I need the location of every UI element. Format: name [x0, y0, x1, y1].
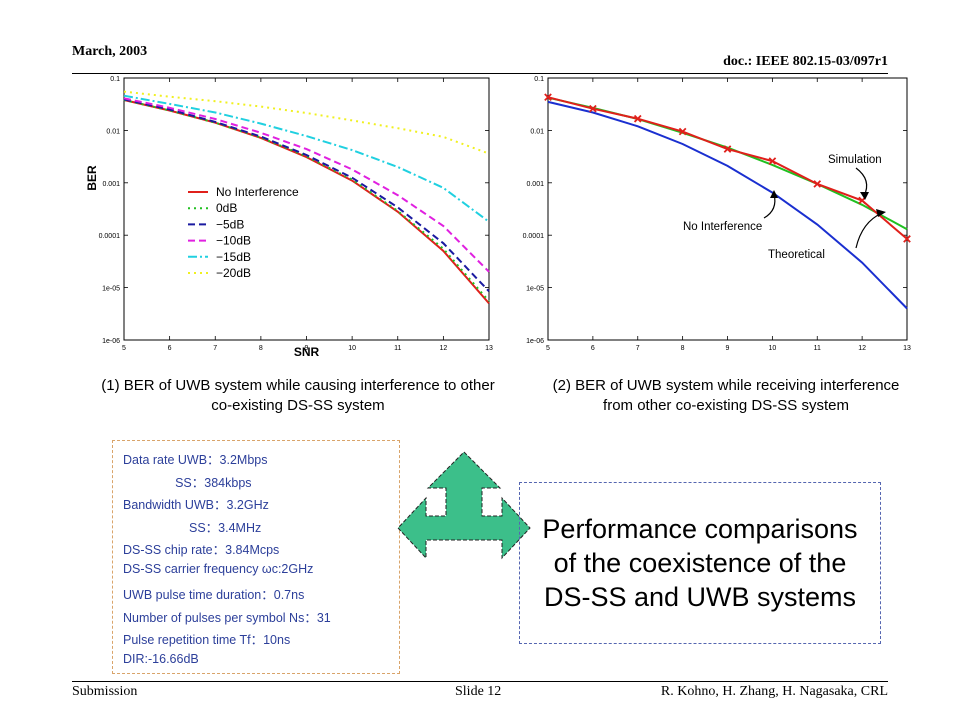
marker-stroke: [813, 180, 822, 188]
x-tick-label: 5: [122, 345, 126, 352]
parameters-box: Data rate UWB：3.2Mbps SS：384kbps Bandwidt…: [112, 440, 400, 674]
marker-stroke: [633, 114, 642, 123]
x-tick-label: 8: [681, 345, 685, 352]
marker-stroke: [589, 104, 597, 113]
param-line: Number of pulses per symbol Ns：31: [123, 610, 331, 625]
param-line: Bandwidth UWB：3.2GHz: [123, 498, 269, 512]
x-axis-label: SNR: [294, 345, 320, 359]
series-line: [123, 99, 490, 305]
series-line: [123, 90, 490, 155]
doc-header: doc.: IEEE 802.15-03/097r1: [723, 54, 888, 69]
y-tick-label: 0.0001: [523, 233, 545, 240]
footer-submission: Submission: [72, 684, 138, 699]
annotation-arrowhead: [770, 190, 778, 198]
legend-label: −20dB: [216, 266, 251, 280]
x-tick-label: 13: [485, 345, 493, 352]
marker-stroke: [768, 157, 777, 165]
x-tick-label: 11: [814, 345, 821, 352]
x-tick-label: 10: [348, 345, 356, 352]
x-tick-label: 12: [439, 345, 447, 352]
caption-left: (1) BER of UWB system while causing inte…: [101, 377, 495, 414]
y-tick-label: 1e-06: [526, 338, 544, 345]
marker-stroke: [723, 145, 732, 153]
annotation-no-interference: No Interference: [683, 221, 762, 233]
legend-label: No Interference: [216, 185, 299, 199]
legend-label: −15dB: [216, 250, 251, 264]
param-line: Pulse repetition time Tf：10ns: [123, 633, 291, 647]
y-tick-label: 0.1: [534, 76, 544, 83]
footer-authors: R. Kohno, H. Zhang, H. Nagasaka, CRL: [660, 684, 888, 699]
data-point-marker: [813, 180, 822, 188]
ber-chart-right: 5 6 7 8 9 10 11 12 13 0.1 0.01 0.001 0.0001 1e-05 1e-0…: [523, 76, 911, 352]
x-tick-label: 13: [903, 345, 911, 352]
y-axis-label: BER: [85, 165, 99, 191]
data-point-marker: [768, 157, 777, 165]
y-tick-label: 0.1: [110, 76, 120, 83]
annotation-arrowhead: [860, 192, 869, 200]
data-point-marker: [589, 104, 597, 113]
data-point-marker: [544, 93, 552, 102]
series-line: [123, 97, 490, 273]
four-way-arrow-icon: [397, 451, 531, 560]
annotation-arrowhead: [876, 209, 886, 217]
header-rule: [72, 73, 888, 74]
param-line: UWB pulse time duration：0.7ns: [123, 588, 305, 602]
plot-frame: [123, 77, 490, 341]
x-tick-label: 9: [305, 345, 309, 352]
performance-box: Performance comparisons of the coexisten…: [519, 482, 881, 644]
date-header: March, 2003: [72, 44, 148, 59]
y-tick-label: 1e-06: [102, 338, 120, 345]
data-point-marker: [723, 145, 732, 153]
series-line: [123, 94, 490, 223]
x-tick-label: 10: [768, 345, 776, 352]
annotation-theoretical: Theoretical: [768, 249, 825, 261]
x-tick-label: 6: [168, 345, 172, 352]
series-line: [547, 100, 908, 310]
y-tick-label: 0.0001: [99, 233, 121, 240]
y-tick-label: 0.001: [526, 181, 544, 188]
y-tick-label: 1e-05: [526, 286, 544, 293]
marker-stroke: [544, 93, 552, 102]
x-tick-label: 8: [259, 345, 263, 352]
param-line: DS-SS chip rate：3.84Mcps: [123, 543, 280, 557]
footer-rule: [72, 681, 888, 682]
four-way-arrow-shape: [397, 451, 531, 560]
x-tick-label: 7: [636, 345, 640, 352]
legend-label: 0dB: [216, 201, 237, 215]
y-tick-label: 0.001: [102, 181, 120, 188]
y-tick-label: 0.01: [530, 128, 544, 135]
series-line: [123, 99, 490, 302]
param-line: SS：384kbps: [123, 475, 252, 490]
marker-stroke: [903, 235, 911, 243]
marker-stroke: [678, 127, 687, 136]
legend-label: −10dB: [216, 234, 251, 248]
footer-slide-number: Slide 12: [455, 684, 502, 699]
x-tick-label: 12: [858, 345, 866, 352]
performance-text: Performance comparisons of the coexisten…: [542, 514, 858, 612]
plot-frame: [547, 77, 908, 341]
ber-chart-left: 5 6 7 8 9 10 11 12 13 0.1 0.01 0.001 0.0001 1e-05 1e-0…: [85, 76, 493, 359]
legend-label: −5dB: [216, 217, 244, 231]
param-line: Data rate UWB：3.2Mbps: [123, 453, 268, 467]
data-point-marker: [903, 235, 911, 243]
data-point-marker: [633, 114, 642, 123]
caption-right: (2) BER of UWB system while receiving in…: [552, 377, 900, 414]
data-point-marker: [678, 127, 687, 136]
param-line: SS：3.4MHz: [123, 520, 262, 535]
x-tick-label: 11: [394, 345, 401, 352]
y-tick-label: 0.01: [106, 128, 120, 135]
x-tick-label: 6: [591, 345, 595, 352]
annotation-simulation: Simulation: [828, 154, 882, 166]
x-tick-label: 7: [213, 345, 217, 352]
param-line: DIR:-16.66dB: [123, 651, 199, 666]
x-tick-label: 5: [546, 345, 550, 352]
param-line: DS-SS carrier frequency ωc:2GHz: [123, 561, 314, 576]
series-line: [123, 98, 490, 292]
x-tick-label: 9: [726, 345, 730, 352]
y-tick-label: 1e-05: [102, 286, 120, 293]
